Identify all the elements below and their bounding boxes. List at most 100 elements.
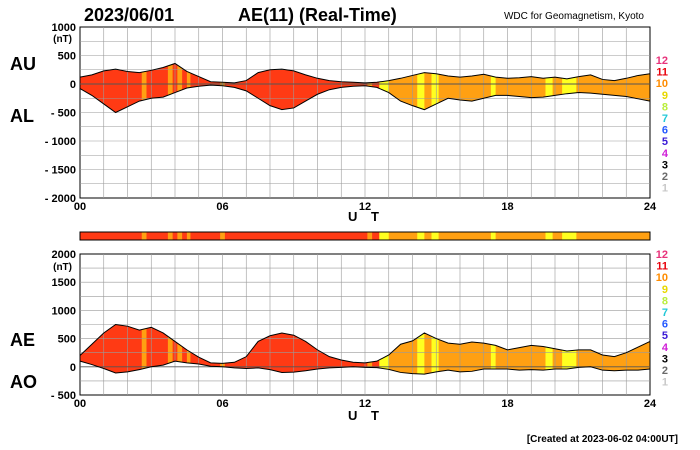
band-frame — [79, 231, 651, 241]
legend-entry-8: 8 — [662, 295, 668, 307]
area-segment-19 — [490, 324, 497, 375]
y-tick-label: - 1500 — [45, 165, 76, 177]
legend-entry-1: 1 — [662, 183, 668, 195]
al-label: AL — [10, 106, 34, 126]
area-segment-21 — [545, 63, 554, 113]
au-label: AU — [10, 54, 36, 74]
legend-entry-11: 11 — [656, 67, 668, 79]
y-tick-label: - 500 — [51, 108, 76, 120]
y-tick-label: 1500 — [52, 277, 76, 289]
area-segment-6 — [182, 63, 188, 113]
y-tick-label: 1000 — [52, 22, 76, 34]
band-segment-24 — [576, 232, 651, 240]
band-segment-13 — [379, 232, 390, 240]
station-count-band — [79, 231, 651, 241]
band-segment-11 — [367, 232, 373, 240]
au-al-y-ticks: 1000 500 0 - 500 - 1000 - 1500 - 2000 — [45, 22, 76, 205]
band-segment-3 — [167, 232, 174, 240]
area-segment-1 — [141, 324, 147, 375]
legend-entry-10: 10 — [656, 78, 668, 90]
area-segment-16 — [424, 324, 432, 375]
legend-entry-10: 10 — [656, 272, 668, 284]
y-tick-label: - 1000 — [45, 136, 76, 148]
band-segment-6 — [182, 232, 188, 240]
band-segment-5 — [177, 232, 183, 240]
area-segment-17 — [431, 63, 440, 113]
x-tick-label: 24 — [644, 398, 657, 410]
ae-ao-y-ticks: 2000 1500 1000 500 0 - 500 — [51, 249, 76, 402]
area-segment-2 — [146, 324, 169, 375]
au-al-x-ticks: 00 06 12 18 24 — [74, 201, 657, 213]
legend-entry-7: 7 — [662, 113, 668, 125]
area-segment-5 — [177, 63, 183, 113]
band-segment-21 — [545, 232, 554, 240]
band-segment-17 — [431, 232, 440, 240]
created-timestamp: [Created at 2023-06-02 04:00UT] — [527, 434, 678, 445]
area-segment-15 — [417, 63, 425, 113]
band-segment-16 — [424, 232, 432, 240]
band-segment-8 — [190, 232, 221, 240]
x-tick-label: 12 — [359, 201, 371, 213]
y-tick-label: 0 — [70, 362, 76, 374]
legend-entry-12: 12 — [656, 249, 668, 261]
area-segment-19 — [490, 63, 497, 113]
al-line — [79, 84, 651, 114]
legend-entry-12: 12 — [656, 55, 668, 67]
band-segment-22 — [552, 232, 563, 240]
y-tick-label: 500 — [58, 334, 76, 346]
legend-entry-7: 7 — [662, 307, 668, 319]
y-tick-label: 1000 — [52, 305, 76, 317]
band-segment-14 — [388, 232, 418, 240]
ae-ao-x-axis-label: U T — [348, 408, 384, 423]
x-tick-label: 06 — [216, 201, 228, 213]
area-segment-1 — [141, 63, 147, 113]
x-tick-label: 12 — [359, 398, 371, 410]
area-segment-21 — [545, 324, 554, 375]
ae-ao-panel: 2000 1500 1000 500 0 - 500 00 06 12 18 24 (nT) AE… — [10, 249, 657, 423]
band-segment-12 — [372, 232, 380, 240]
band-segment-9 — [220, 232, 226, 240]
x-tick-label: 24 — [644, 201, 657, 213]
band-segment-4 — [172, 232, 178, 240]
area-segment-15 — [417, 324, 425, 375]
legend-entry-5: 5 — [662, 136, 668, 148]
legend-entry-5: 5 — [662, 330, 668, 342]
ao-label: AO — [10, 372, 37, 392]
area-segment-3 — [167, 63, 174, 113]
band-segment-2 — [146, 232, 169, 240]
legend-entry-6: 6 — [662, 125, 668, 137]
band-segment-23 — [562, 232, 577, 240]
legend-entry-4: 4 — [662, 148, 669, 160]
y-tick-label: 0 — [70, 79, 76, 91]
area-segment-22 — [552, 63, 563, 113]
x-tick-label: 18 — [501, 201, 513, 213]
legend-entry-2: 2 — [662, 365, 668, 377]
ae-ao-x-ticks: 00 06 12 18 24 — [74, 398, 657, 410]
legend-entry-11: 11 — [656, 261, 668, 273]
legend-entry-6: 6 — [662, 319, 668, 331]
band-segment-0 — [80, 232, 143, 240]
legend-entry-1: 1 — [662, 377, 668, 389]
legend-entry-9: 9 — [662, 284, 668, 296]
credit-label: WDC for Geomagnetism, Kyoto — [504, 11, 644, 22]
ao-line — [79, 360, 651, 375]
area-segment-6 — [182, 324, 188, 375]
legend-entry-9: 9 — [662, 90, 668, 102]
band-segment-10 — [224, 232, 368, 240]
au-al-unit-label: (nT) — [53, 34, 72, 45]
area-segment-13 — [379, 63, 390, 113]
ae-ao-unit-label: (nT) — [53, 262, 72, 273]
x-tick-label: 00 — [74, 398, 86, 410]
au-al-panel: 1000 500 0 - 500 - 1000 - 1500 - 2000 00 06 12 18… — [10, 22, 657, 224]
area-segment-16 — [424, 63, 432, 113]
legend-entry-3: 3 — [662, 353, 668, 365]
x-tick-label: 06 — [216, 398, 228, 410]
area-segment-5 — [177, 324, 183, 375]
band-segment-18 — [438, 232, 492, 240]
legend-entry-4: 4 — [662, 342, 669, 354]
chart-title: AE(11) (Real-Time) — [238, 5, 397, 25]
area-segment-3 — [167, 324, 174, 375]
